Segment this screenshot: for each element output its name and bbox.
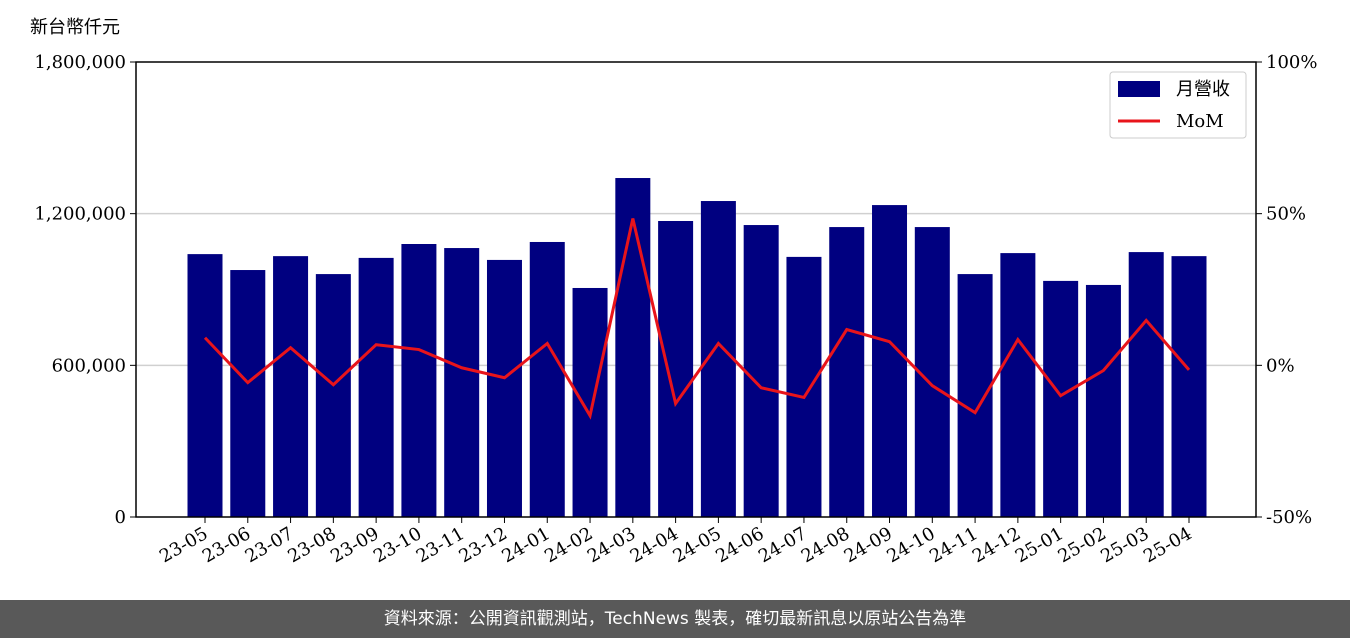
x-tick-label: 24-03 xyxy=(584,523,639,567)
bar xyxy=(1128,252,1164,518)
bar xyxy=(615,178,651,517)
bar xyxy=(529,241,565,517)
bar xyxy=(957,274,993,517)
x-tick-label: 24-09 xyxy=(841,523,896,567)
bar xyxy=(273,256,309,517)
bar xyxy=(1085,284,1121,517)
x-tick-label: 23-06 xyxy=(199,523,254,567)
bar xyxy=(486,259,522,517)
x-tick-label: 23-11 xyxy=(413,523,468,567)
y2-tick-label: 100% xyxy=(1266,52,1317,73)
x-tick-label: 24-04 xyxy=(627,523,682,567)
plot-frame xyxy=(135,61,1257,518)
bar xyxy=(444,248,480,518)
y2-tick-label: -50% xyxy=(1266,507,1312,528)
y-axis-label: 新台幣仟元 xyxy=(30,17,120,38)
x-tick-label: 25-01 xyxy=(1012,523,1067,567)
bar xyxy=(187,254,223,517)
bar xyxy=(572,287,608,517)
bar xyxy=(658,220,694,517)
bar xyxy=(358,257,394,517)
x-tick-label: 23-07 xyxy=(242,523,297,567)
x-tick-label: 24-02 xyxy=(541,523,596,567)
line xyxy=(203,218,1191,420)
x-tick-label: 24-11 xyxy=(926,523,981,567)
x-tick-label: 23-08 xyxy=(284,523,339,567)
bar xyxy=(1171,256,1207,517)
x-tick-label: 24-06 xyxy=(712,523,767,567)
x-tick-label: 24-12 xyxy=(969,523,1024,567)
y-tick-label: 600,000 xyxy=(52,355,126,376)
x-tick-label: 24-10 xyxy=(883,523,938,567)
y-tick-label: 1,200,000 xyxy=(34,204,126,225)
bar xyxy=(1000,253,1036,517)
bar xyxy=(786,256,822,517)
x-tick-label: 23-05 xyxy=(156,523,211,567)
y2-tick-label: 0% xyxy=(1266,355,1295,376)
x-tick-label: 24-05 xyxy=(669,523,724,567)
bar xyxy=(230,270,266,517)
x-tick-label: 25-04 xyxy=(1140,523,1195,567)
x-tick-label: 24-08 xyxy=(798,523,853,567)
x-tick-label: 23-09 xyxy=(327,523,382,567)
y-tick-label: 0 xyxy=(115,507,126,528)
bar xyxy=(872,205,908,518)
bar xyxy=(829,227,865,517)
x-tick-label: 23-12 xyxy=(456,523,511,567)
bar xyxy=(315,274,351,517)
legend-label: 月營收 xyxy=(1176,79,1230,100)
x-tick-label: 24-07 xyxy=(755,523,810,567)
x-tick-label: 25-03 xyxy=(1097,523,1152,567)
bar xyxy=(401,244,437,517)
bar xyxy=(1043,280,1079,517)
y2-tick-label: 50% xyxy=(1266,204,1306,225)
y-tick-label: 1,800,000 xyxy=(34,52,126,73)
x-tick-label: 23-10 xyxy=(370,523,425,567)
legend-swatch xyxy=(1118,81,1160,97)
x-tick-label: 25-02 xyxy=(1054,523,1109,567)
bar xyxy=(743,225,779,517)
legend-label: MoM xyxy=(1176,111,1224,132)
chart: 新台幣仟元 0 600,000 1,200,000 1,800,000 -50% 0% 50… xyxy=(30,17,1317,567)
footer: 資料來源：公開資訊觀測站，TechNews 製表，確切最新訊息以原站公告為準 xyxy=(0,600,1350,638)
x-tick-label: 24-01 xyxy=(498,523,553,567)
